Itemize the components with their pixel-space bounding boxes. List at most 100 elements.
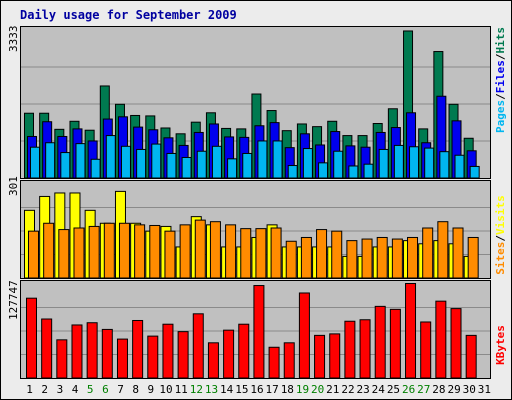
x-tick-label-day-27: 27 [417, 383, 430, 396]
bar-kbytes-day-8 [132, 319, 144, 379]
x-tick-label-day-29: 29 [447, 383, 460, 396]
bar-kbytes-day-16 [253, 285, 265, 379]
bar-pages-day-7 [120, 145, 131, 179]
legend-pages: Pages [494, 100, 507, 133]
bar-pages-day-22 [348, 165, 359, 179]
legend-kbytes: KBytes [494, 325, 507, 365]
x-tick-label-day-20: 20 [311, 383, 324, 396]
bar-pages-day-6 [105, 135, 116, 179]
bar-sites-day-16 [255, 228, 267, 279]
bar-pages-day-9 [151, 143, 162, 179]
bar-kbytes-day-21 [329, 333, 341, 379]
bar-kbytes-day-20 [314, 334, 326, 379]
bar-kbytes-day-22 [344, 320, 356, 379]
bar-pages-day-15 [242, 152, 253, 179]
bar-sites-day-26 [407, 236, 419, 279]
bar-kbytes-day-4 [71, 324, 83, 379]
bar-pages-day-17 [272, 140, 283, 179]
bar-pages-day-8 [136, 148, 147, 179]
x-tick-label-day-13: 13 [205, 383, 218, 396]
bar-kbytes-day-17 [268, 346, 280, 379]
bar-pages-day-10 [166, 152, 177, 179]
bar-pages-day-19 [302, 148, 313, 179]
x-tick-label-day-3: 3 [57, 383, 64, 396]
x-tick-label-day-26: 26 [402, 383, 415, 396]
x-tick-label-day-23: 23 [357, 383, 370, 396]
bar-kbytes-day-30 [465, 334, 477, 379]
x-tick-label-day-24: 24 [372, 383, 386, 396]
bar-sites-day-11 [179, 224, 191, 279]
bar-kbytes-day-27 [420, 321, 432, 379]
x-tick-label-day-10: 10 [159, 383, 172, 396]
x-tick-label-day-4: 4 [72, 383, 79, 396]
bar-sites-day-5 [88, 225, 100, 279]
bar-kbytes-day-9 [147, 335, 159, 379]
bar-kbytes-day-3 [56, 339, 68, 379]
bar-sites-day-30 [467, 236, 479, 279]
y-max-label: 3333 [7, 26, 20, 53]
x-tick-label-day-21: 21 [326, 383, 339, 396]
legend-top-panel: Pages/Files/Hits [494, 27, 507, 133]
x-tick-label-day-9: 9 [148, 383, 155, 396]
bar-kbytes-day-12 [192, 313, 204, 379]
x-tick-label-day-7: 7 [117, 383, 124, 396]
x-tick-label-day-28: 28 [432, 383, 445, 396]
bar-sites-day-8 [134, 224, 146, 279]
bar-pages-day-23 [363, 163, 374, 179]
x-tick-label-day-17: 17 [266, 383, 279, 396]
bar-pages-day-30 [469, 165, 480, 179]
bar-sites-day-24 [376, 236, 388, 279]
bar-pages-day-12 [196, 150, 207, 179]
bar-sites-day-18 [285, 240, 297, 279]
x-tick-label-day-18: 18 [281, 383, 294, 396]
legend-visits: Visits [494, 195, 507, 235]
bar-sites-day-15 [240, 228, 252, 279]
bar-sites-day-12 [194, 219, 206, 279]
bar-sites-day-28 [437, 221, 449, 279]
bar-sites-day-10 [164, 230, 176, 279]
bar-pages-day-27 [424, 147, 435, 179]
bar-pages-day-24 [378, 148, 389, 179]
x-tick-label-day-16: 16 [250, 383, 263, 396]
bar-kbytes-day-15 [238, 323, 250, 379]
bar-sites-day-23 [361, 238, 373, 279]
bar-sites-day-2 [43, 222, 55, 279]
bar-sites-day-29 [452, 227, 464, 279]
x-tick-label-day-6: 6 [102, 383, 109, 396]
bar-sites-day-3 [58, 229, 70, 279]
bar-pages-day-5 [90, 158, 101, 179]
legend-separator: / [494, 53, 507, 60]
bar-sites-day-25 [391, 238, 403, 279]
x-tick-label-day-12: 12 [190, 383, 203, 396]
bar-kbytes-day-11 [177, 331, 189, 379]
x-tick-label-day-5: 5 [87, 383, 94, 396]
bar-kbytes-day-29 [450, 308, 462, 379]
bar-sites-day-19 [300, 236, 312, 279]
x-tick-label-day-30: 30 [463, 383, 476, 396]
bar-pages-day-4 [75, 143, 86, 179]
x-tick-label-day-14: 14 [220, 383, 234, 396]
legend-bottom-panel: KBytes [494, 325, 507, 365]
legend-hits: Hits [494, 27, 507, 54]
bar-kbytes-day-10 [162, 323, 174, 379]
bar-kbytes-day-23 [359, 319, 371, 379]
bar-pages-day-26 [409, 146, 420, 179]
bar-kbytes-day-25 [389, 308, 401, 379]
bar-pages-day-1 [30, 146, 40, 179]
bar-kbytes-day-13 [207, 342, 219, 379]
bar-pages-day-11 [181, 156, 192, 179]
bar-kbytes-day-5 [86, 322, 98, 379]
bar-kbytes-day-28 [435, 300, 447, 379]
x-tick-label-day-31: 31 [478, 383, 491, 396]
bar-sites-day-17 [270, 227, 282, 279]
y-max-label: 301 [7, 176, 20, 196]
bar-pages-day-20 [318, 162, 329, 179]
bar-kbytes-day-24 [374, 305, 386, 379]
bar-kbytes-day-1 [26, 297, 37, 379]
bar-sites-day-21 [331, 230, 343, 279]
bar-pages-day-28 [439, 151, 450, 179]
x-tick-label-day-25: 25 [387, 383, 400, 396]
bar-pages-day-16 [257, 140, 268, 179]
